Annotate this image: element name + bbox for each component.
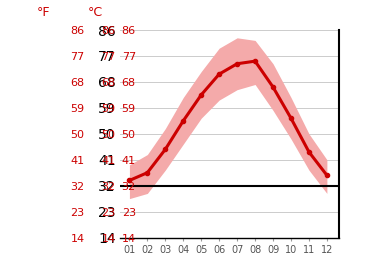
Text: °F: °F bbox=[37, 6, 50, 19]
Text: °C: °C bbox=[87, 6, 103, 19]
